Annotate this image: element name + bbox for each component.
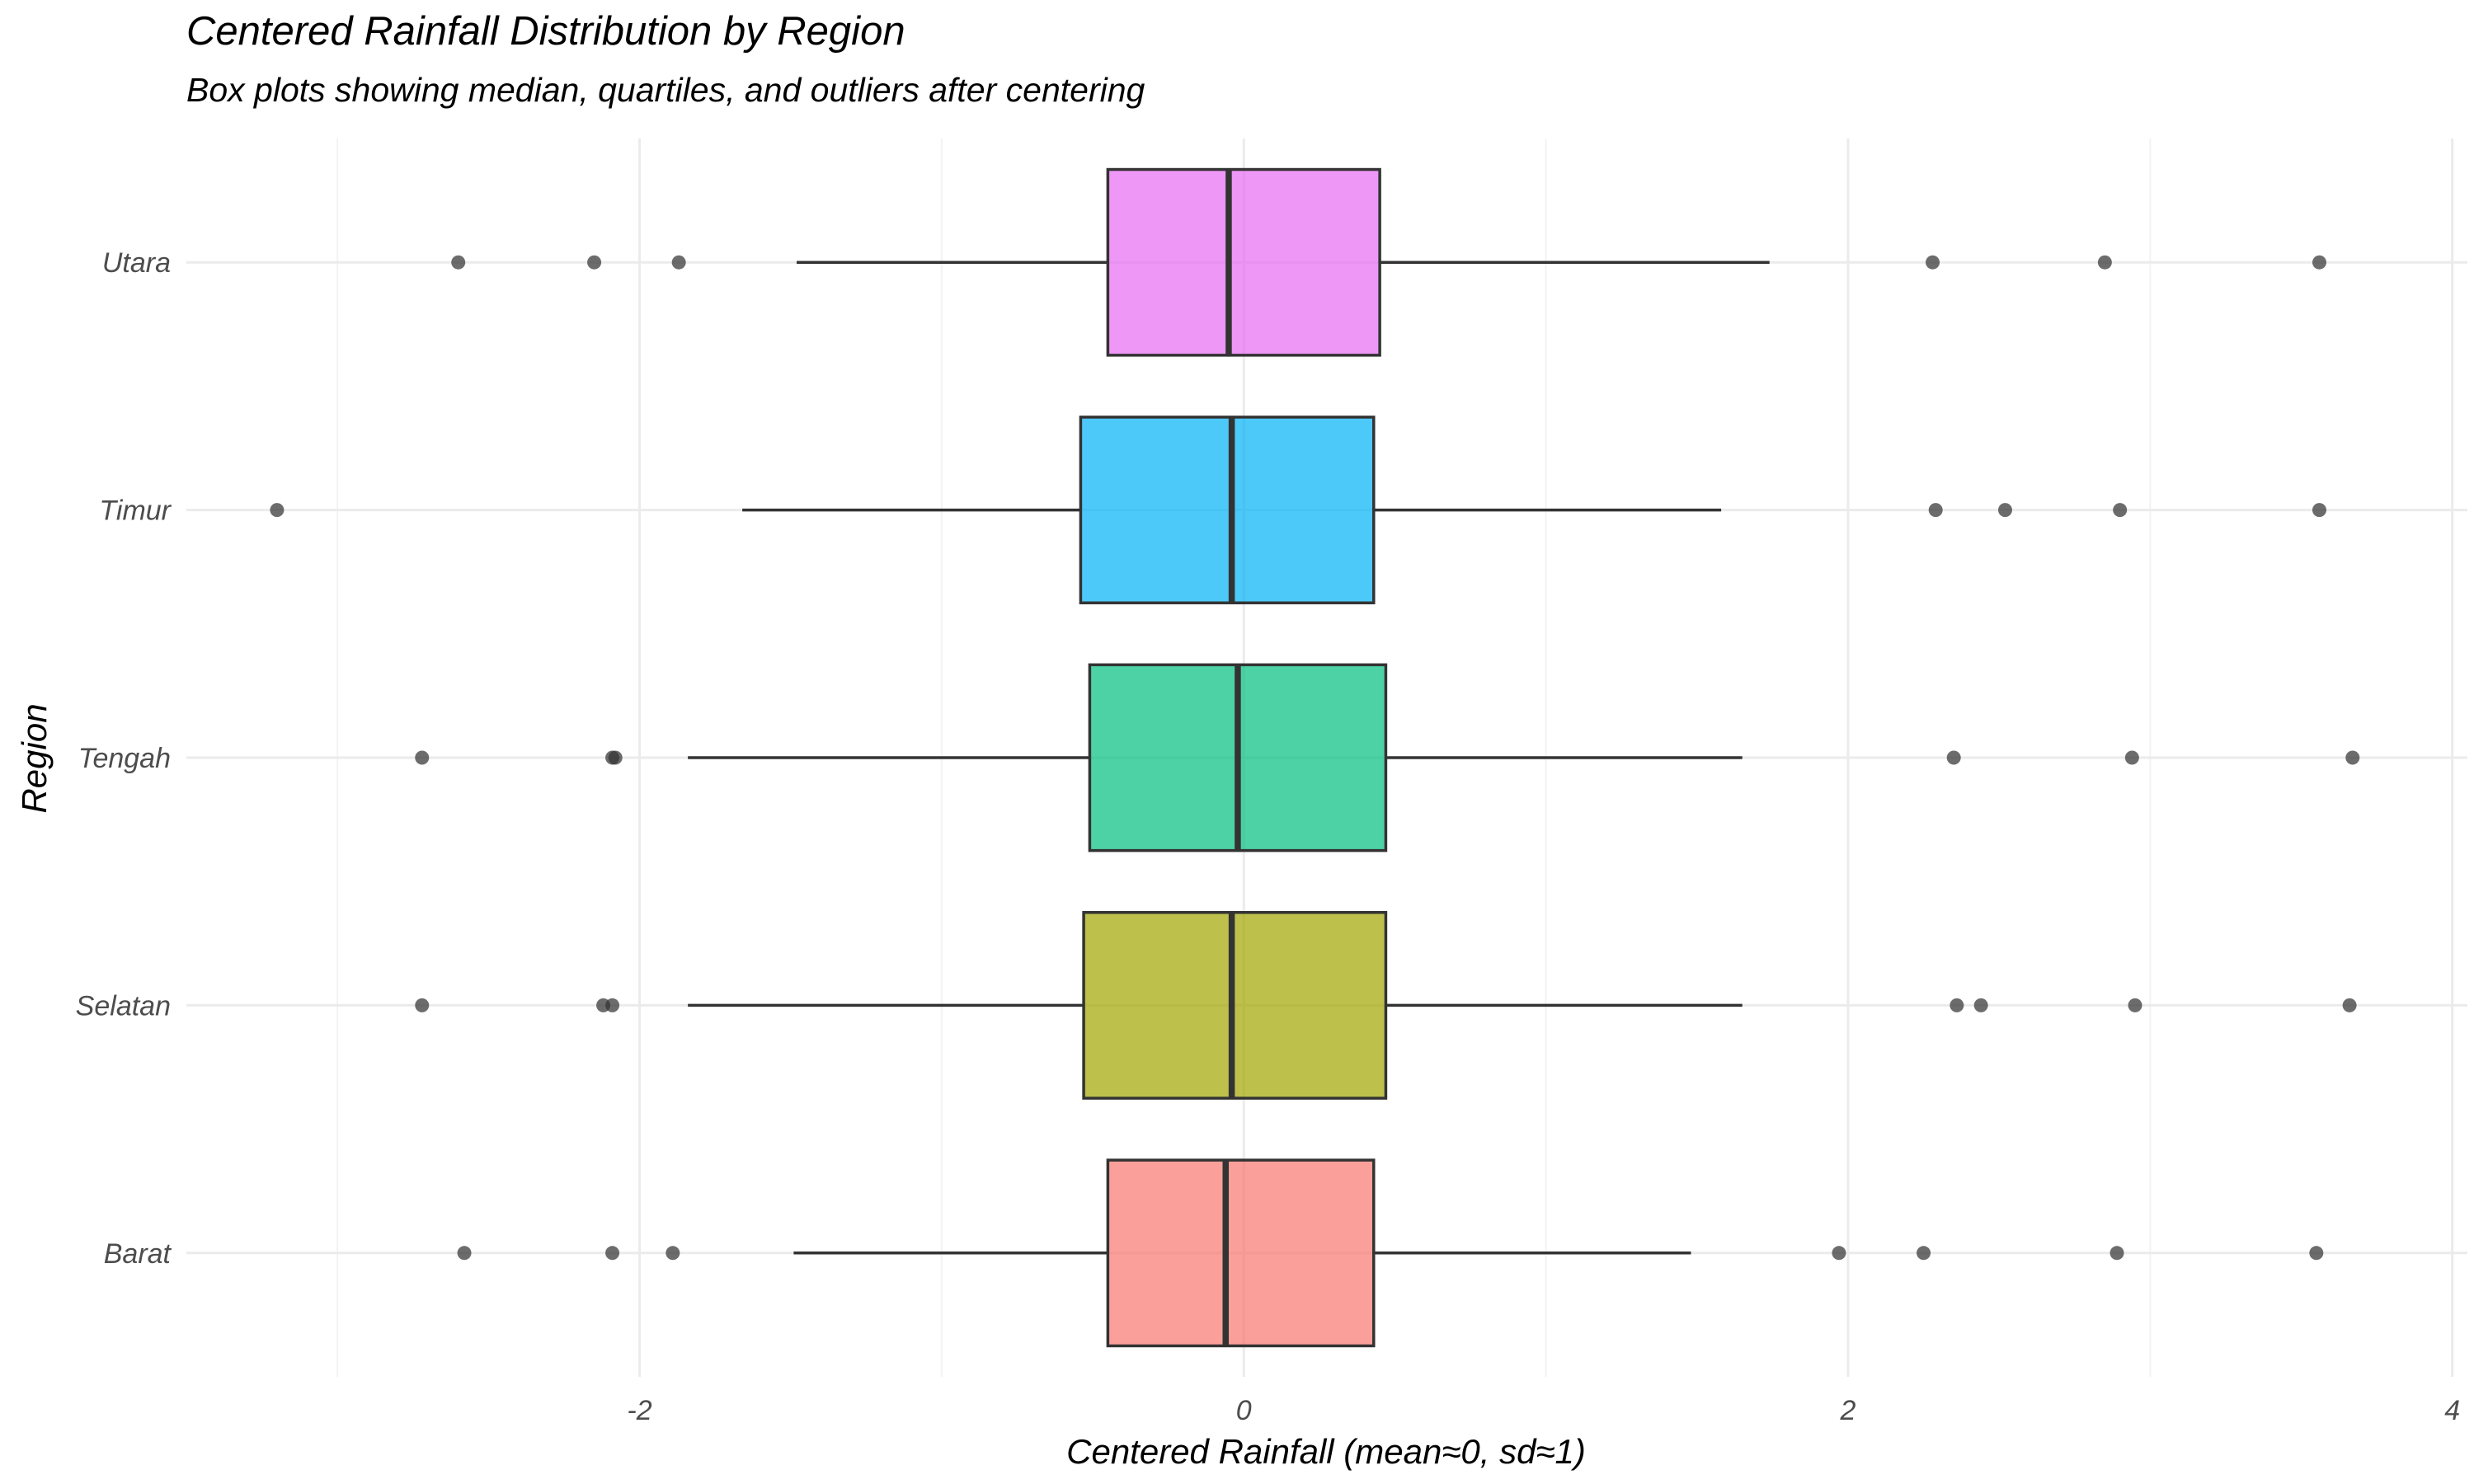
outlier-point <box>270 503 285 518</box>
outlier-point <box>2309 1246 2324 1261</box>
box-iqr <box>1106 167 1381 357</box>
outlier-point <box>605 998 620 1012</box>
chart-subtitle: Box plots showing median, quartiles, and… <box>186 71 1145 109</box>
x-axis-title: Centered Rainfall (mean≈0, sd≈1) <box>1066 1432 1586 1471</box>
box-timur <box>270 416 2326 605</box>
y-tick-label: Selatan <box>76 990 171 1021</box>
outlier-point <box>1950 998 1964 1012</box>
outlier-point <box>1926 255 1940 270</box>
box-barat <box>457 1158 2324 1348</box>
x-tick-label: 0 <box>1236 1395 1252 1426</box>
outlier-point <box>1832 1246 1846 1261</box>
outlier-point <box>2345 750 2360 765</box>
x-tick-label: -2 <box>627 1395 651 1426</box>
outlier-point <box>1946 750 1961 765</box>
outlier-point <box>2312 255 2326 270</box>
y-axis-title: Region <box>15 703 54 813</box>
chart-marks <box>270 167 2360 1348</box>
outlier-point <box>587 255 602 270</box>
outlier-point <box>457 1246 472 1261</box>
outlier-point <box>2128 998 2142 1012</box>
outlier-point <box>608 750 623 765</box>
box-selatan <box>415 911 2357 1100</box>
chart-title: Centered Rainfall Distribution by Region <box>186 9 905 54</box>
outlier-point <box>451 255 466 270</box>
box-tengah <box>415 663 2360 852</box>
outlier-point <box>1928 503 1943 518</box>
outlier-point <box>2342 998 2357 1012</box>
outlier-point <box>2109 1246 2124 1261</box>
y-tick-label: Utara <box>102 247 171 279</box>
axes: Centered Rainfall (mean≈0, sd≈1) Region … <box>15 247 2460 1471</box>
box-iqr <box>1079 416 1376 605</box>
outlier-point <box>671 255 686 270</box>
x-tick-label: 4 <box>2444 1395 2460 1426</box>
outlier-point <box>605 1246 620 1261</box>
x-tick-label: 2 <box>1840 1395 1856 1426</box>
outlier-point <box>1973 998 1988 1012</box>
outlier-point <box>666 1246 680 1261</box>
outlier-point <box>1917 1246 1931 1261</box>
outlier-point <box>2097 255 2112 270</box>
outlier-point <box>415 750 430 765</box>
outlier-point <box>2312 503 2326 518</box>
outlier-point <box>1997 503 2012 518</box>
outlier-point <box>2124 750 2139 765</box>
box-iqr <box>1106 1158 1376 1348</box>
box-utara <box>451 167 2326 357</box>
y-tick-label: Tengah <box>78 743 171 774</box>
outlier-point <box>415 998 430 1012</box>
y-tick-label: Timur <box>99 495 172 527</box>
outlier-point <box>2113 503 2128 518</box>
y-tick-label: Barat <box>104 1238 172 1270</box>
